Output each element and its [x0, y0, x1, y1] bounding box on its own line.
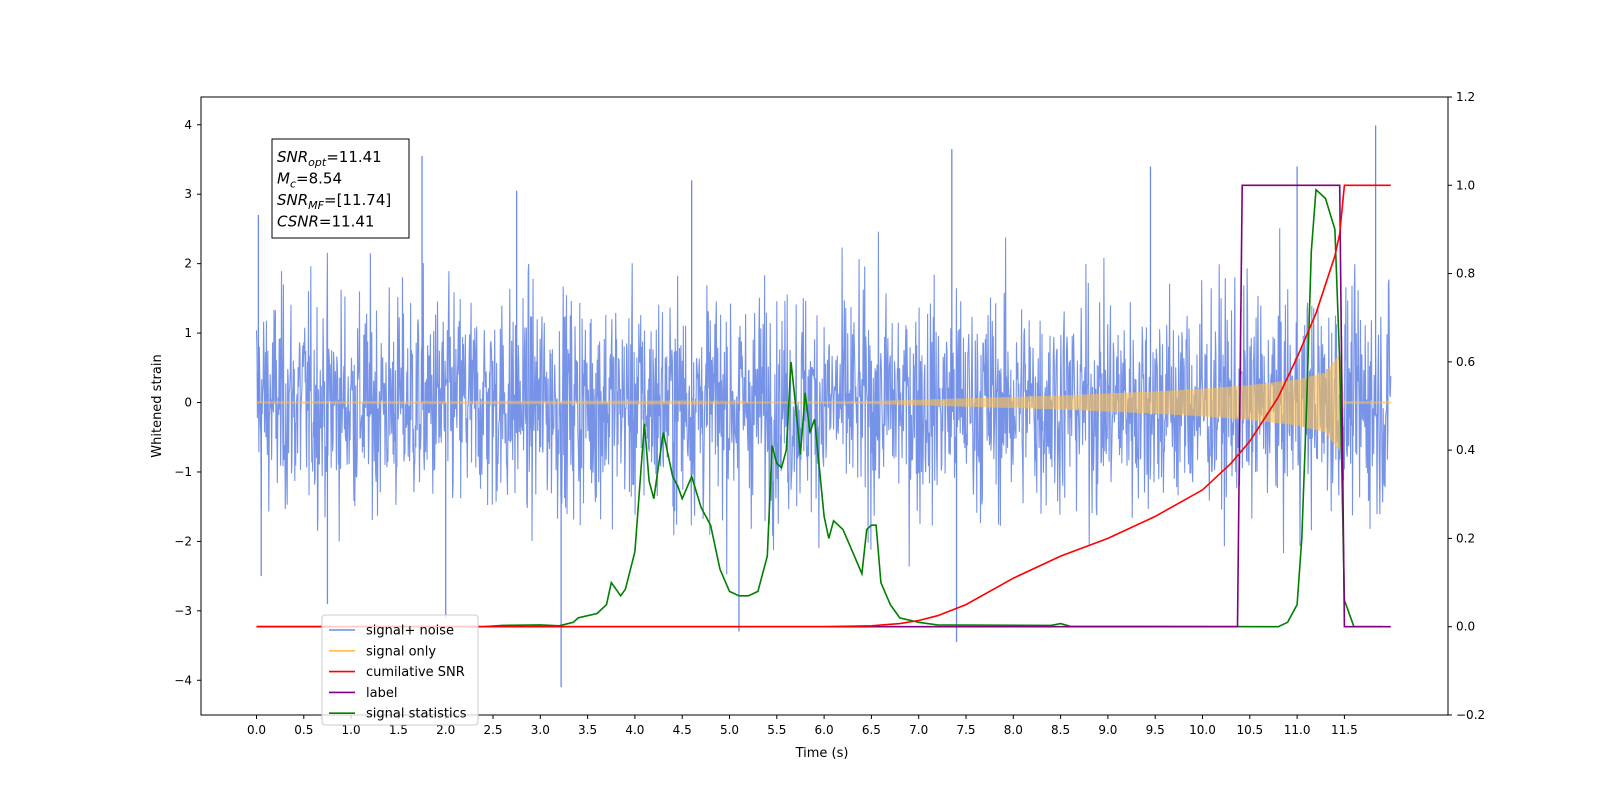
x-tick-label: 9.5	[1146, 723, 1165, 737]
x-tick-label: 7.0	[909, 723, 928, 737]
legend-label: signal only	[366, 644, 436, 659]
annotation-value: =[11.74]	[324, 191, 391, 209]
y-tick-label: −3	[174, 604, 192, 618]
x-tick-label: 6.0	[815, 723, 834, 737]
y-tick-label: −4	[174, 673, 192, 687]
y-tick-label: 0	[184, 396, 192, 410]
annotation-subscript: opt	[308, 156, 327, 169]
annotation-symbol: M	[277, 170, 290, 188]
annotation-value: =11.41	[319, 213, 375, 231]
legend-label: label	[366, 686, 397, 701]
y-tick-label: 1	[184, 326, 192, 340]
y-right-tick-label: 0.8	[1456, 267, 1475, 281]
plot-area	[255, 125, 1392, 688]
x-tick-label: 0.5	[294, 723, 313, 737]
y-right-tick-label: 0.6	[1456, 355, 1475, 369]
annotation-box: SNRopt=11.41Mc=8.54SNRMF=[11.74]CSNR=11.…	[271, 138, 410, 239]
series-signal-statistics-line	[256, 187, 1383, 628]
x-tick-label: 8.5	[1051, 723, 1070, 737]
y-tick-label: 3	[184, 187, 192, 201]
x-tick-label: 3.0	[531, 723, 550, 737]
legend-label: signal statistics	[366, 707, 467, 722]
x-tick-label: 11.0	[1284, 723, 1311, 737]
x-tick-label: 10.0	[1189, 723, 1216, 737]
series-label-line	[256, 184, 1391, 628]
x-tick-label: 4.0	[625, 723, 644, 737]
annotation-symbol: SNR	[277, 191, 308, 209]
annotation-value: =8.54	[296, 170, 342, 188]
annotation-frame	[271, 138, 410, 239]
x-tick-label: 5.5	[767, 723, 786, 737]
annotation-symbol: CSNR	[277, 213, 319, 231]
legend-label: signal+ noise	[366, 624, 454, 639]
x-tick-label: 1.0	[342, 723, 361, 737]
x-tick-label: 4.5	[673, 723, 692, 737]
y-tick-label: 4	[184, 118, 192, 132]
annotation-subscript: c	[290, 178, 296, 191]
x-tick-label: 11.5	[1331, 723, 1358, 737]
y-right-tick-label: 1.2	[1456, 90, 1475, 104]
series-signal-only-line	[256, 354, 1392, 451]
y-right-tick-label: 0.2	[1456, 531, 1475, 545]
annotation-line: Mc=8.54	[277, 170, 342, 191]
annotation-line: SNRMF=[11.74]	[277, 191, 391, 212]
y-right-tick-label: 1.0	[1456, 178, 1475, 192]
x-axis-label: Time (s)	[795, 746, 849, 761]
axes: 0.0 0.5 1.0 1.5 2.0 2.5 3.0 3.5 4.0 4.5 5.0 5.5 6.0 6…	[174, 90, 1485, 737]
y-tick-label: 2	[184, 257, 192, 271]
legend: signal+ noise signal only cumilative SNR la…	[321, 614, 479, 726]
y-right-tick-label: −0.2	[1456, 708, 1485, 722]
x-tick-label: 2.0	[436, 723, 455, 737]
annotation-value: =11.41	[326, 148, 382, 166]
x-tick-label: 8.0	[1004, 723, 1023, 737]
annotation-line: SNRopt=11.41	[277, 148, 382, 169]
x-tick-label: 7.5	[956, 723, 975, 737]
annotation-subscript: MF	[308, 199, 324, 212]
annotation-symbol: SNR	[277, 148, 308, 166]
x-tick-label: 5.0	[720, 723, 739, 737]
x-tick-label: 0.0	[247, 723, 266, 737]
x-tick-label: 9.0	[1098, 723, 1117, 737]
x-tick-label: 6.5	[862, 723, 881, 737]
x-tick-label: 1.5	[389, 723, 408, 737]
annotation-line: CSNR=11.41	[277, 213, 374, 231]
legend-frame	[321, 614, 479, 726]
legend-label: cumilative SNR	[366, 665, 465, 680]
x-tick-label: 10.5	[1236, 723, 1263, 737]
x-tick-label: 2.5	[483, 723, 502, 737]
y-right-tick-label: 0.0	[1456, 620, 1475, 634]
y-right-tick-label: 0.4	[1456, 443, 1475, 457]
series-cumulative-snr-line	[256, 184, 1391, 628]
y-tick-label: −2	[174, 534, 192, 548]
y-axis-label: Whitened strain	[150, 354, 165, 457]
x-tick-label: 3.5	[578, 723, 597, 737]
y-tick-label: −1	[174, 465, 192, 479]
series-signal-noise-line	[255, 228, 1392, 575]
